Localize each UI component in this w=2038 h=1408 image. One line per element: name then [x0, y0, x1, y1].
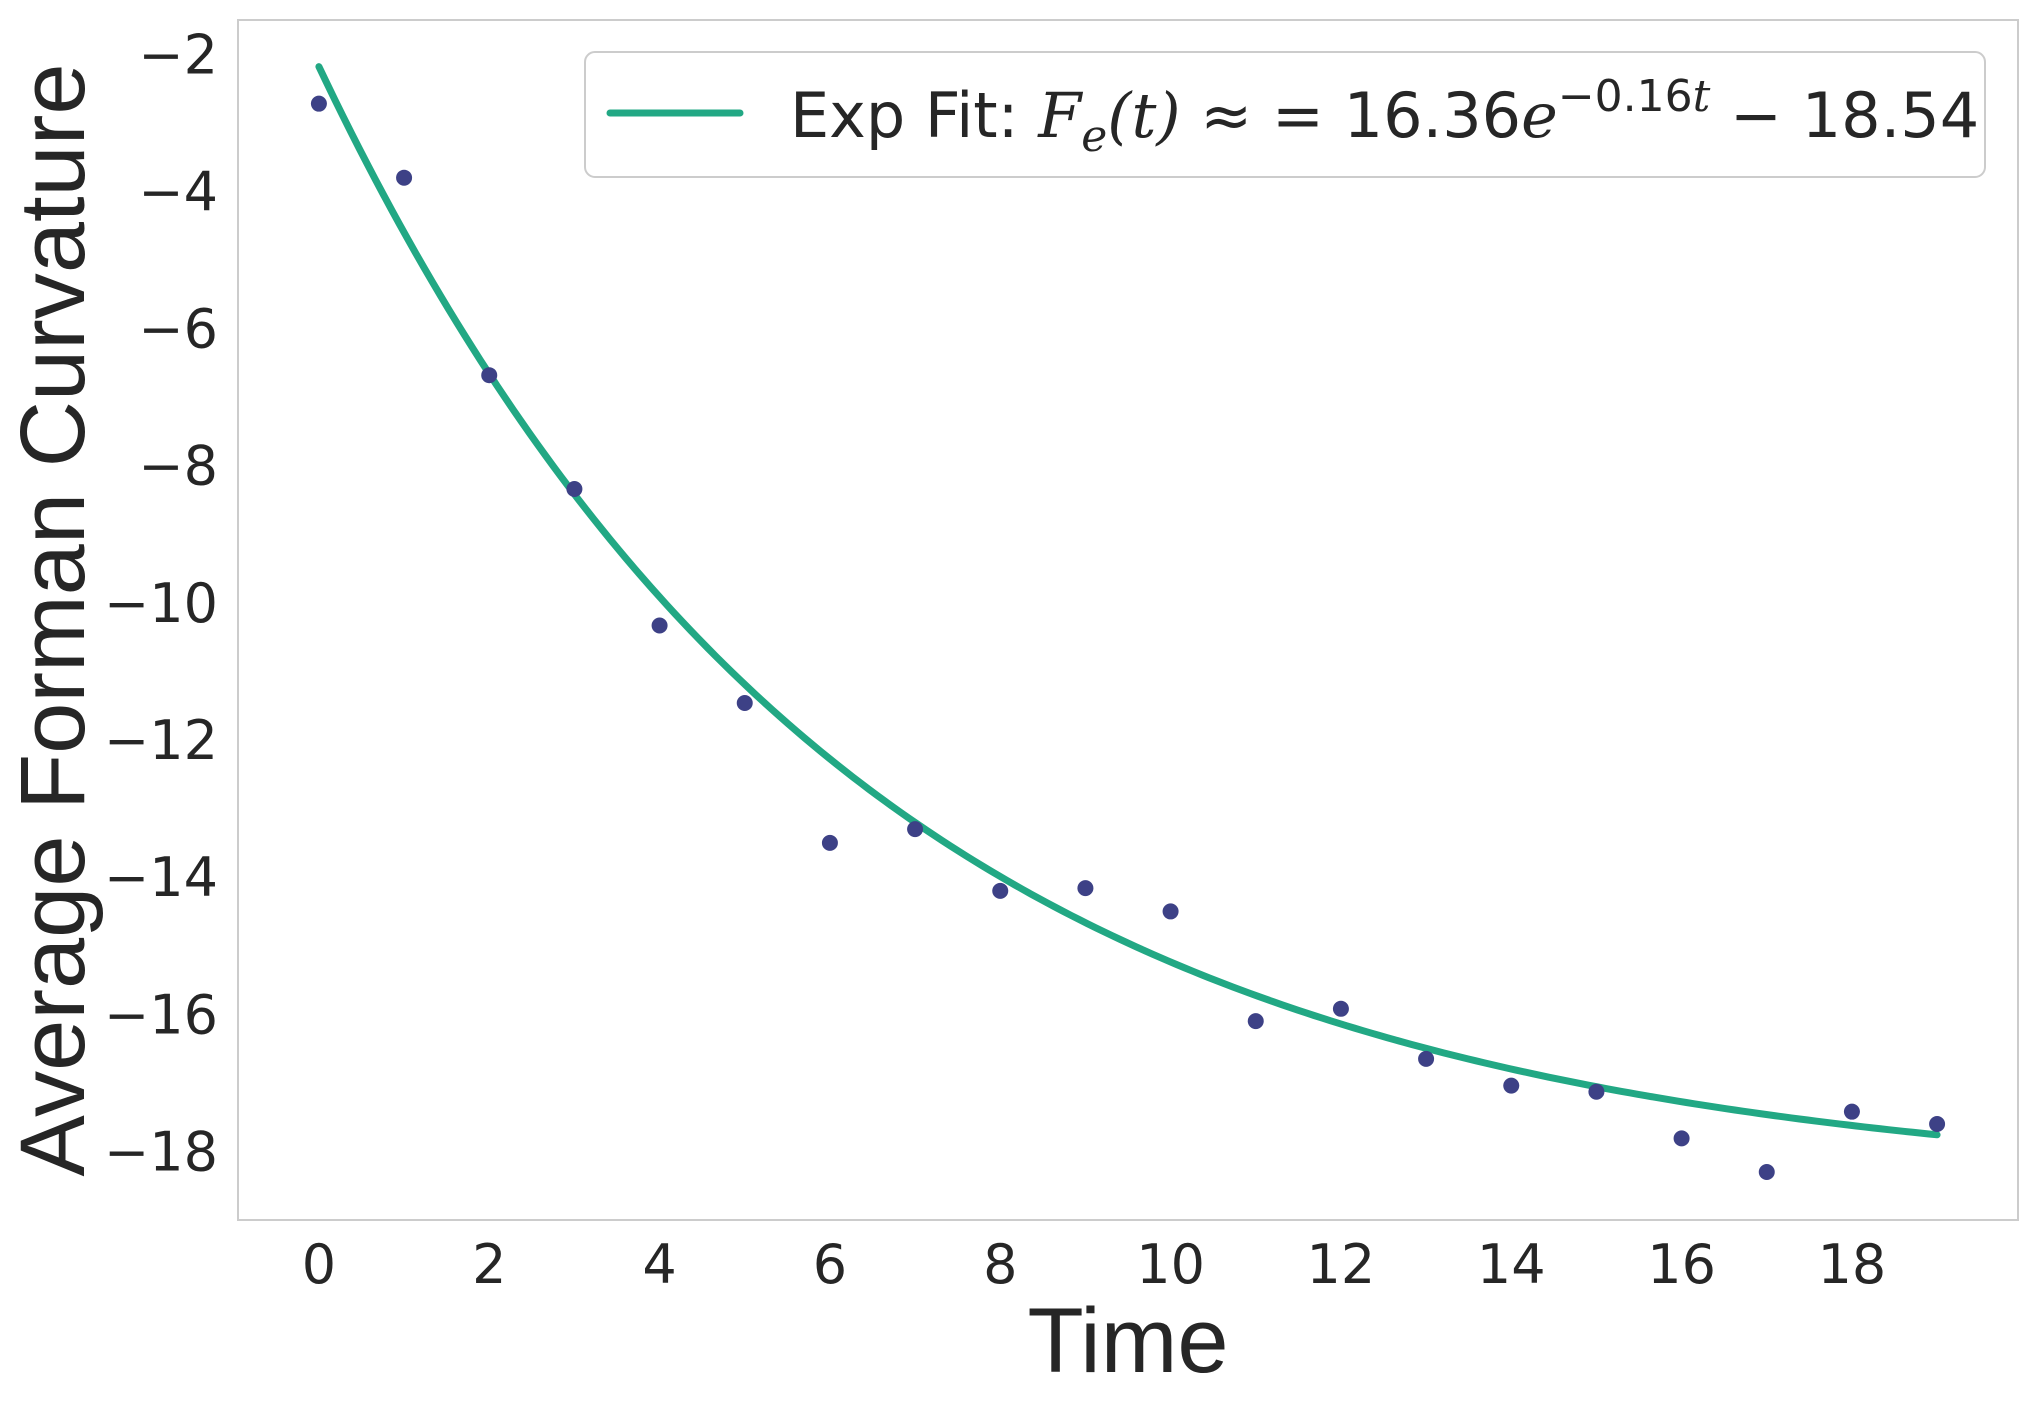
legend-box: [584, 51, 1986, 178]
legend-base: e: [1521, 79, 1558, 152]
data-point: [1418, 1050, 1435, 1067]
data-point: [1758, 1164, 1775, 1180]
data-point: [1077, 880, 1094, 897]
y-axis-title: Average Forman Curvature: [2, 63, 104, 1176]
data-point: [566, 481, 583, 498]
data-points-layer: [310, 95, 1946, 1180]
x-tick-label: 6: [813, 1233, 847, 1296]
data-point: [736, 694, 753, 711]
data-point: [310, 95, 327, 112]
y-tick-label: −12: [104, 709, 218, 772]
y-tick-label: −18: [104, 1120, 218, 1183]
data-point: [1162, 903, 1179, 920]
x-tick-label: 8: [983, 1233, 1017, 1296]
legend-argument: (t): [1107, 79, 1180, 152]
data-point: [481, 367, 498, 384]
data-point: [651, 617, 668, 634]
data-point: [907, 821, 924, 838]
legend-prefix: Exp Fit:: [790, 79, 1038, 152]
x-tick-label: 4: [642, 1233, 676, 1296]
x-axis-title: Time: [1027, 1290, 1228, 1392]
y-tick-label: −10: [104, 572, 218, 635]
y-tick-label: −2: [138, 23, 218, 86]
legend-function: F: [1037, 79, 1083, 152]
data-point: [396, 169, 413, 186]
data-point: [1588, 1083, 1605, 1100]
plot-frame: [237, 19, 2019, 1221]
y-tick-label: −16: [104, 983, 218, 1046]
x-tick-label: 14: [1477, 1233, 1546, 1296]
y-tick-label: −8: [138, 435, 218, 498]
x-tick-label: 18: [1818, 1233, 1887, 1296]
data-point: [992, 882, 1009, 899]
x-tick-label: 10: [1136, 1233, 1205, 1296]
legend: Exp Fit: Fe(t) ≈ = 16.36e−0.16t − 18.54: [584, 51, 1986, 178]
fit-curve-layer: [315, 63, 1941, 1139]
data-point: [1843, 1103, 1860, 1120]
y-tick-labels: −2 −4 −6 −8 −10 −12 −14 −16 −18: [104, 23, 218, 1183]
legend-label: Exp Fit: Fe(t) ≈ = 16.36e−0.16t − 18.54: [790, 71, 1979, 162]
x-tick-labels: 0 2 4 6 8 10 12 14 16 18: [302, 1233, 1887, 1296]
legend-exponent: −0.16: [1558, 71, 1693, 122]
y-tick-label: −6: [138, 298, 218, 361]
x-tick-label: 2: [472, 1233, 506, 1296]
data-point: [1247, 1013, 1264, 1030]
data-point: [1332, 1000, 1349, 1017]
data-point: [1673, 1130, 1690, 1147]
exp-fit-line: [315, 63, 1941, 1139]
data-point: [1929, 1116, 1946, 1132]
legend-middle: ≈ = 16.36: [1181, 79, 1522, 152]
data-point: [1503, 1077, 1520, 1094]
y-tick-label: −14: [104, 846, 218, 909]
x-tick-label: 16: [1647, 1233, 1716, 1296]
legend-tail: − 18.54: [1710, 79, 1979, 152]
x-tick-label: 12: [1307, 1233, 1376, 1296]
legend-subscript: e: [1081, 111, 1107, 162]
data-point: [821, 834, 838, 851]
legend-exponent-variable: t: [1693, 71, 1711, 122]
x-tick-label: 0: [302, 1233, 336, 1296]
y-tick-label: −4: [138, 160, 218, 223]
